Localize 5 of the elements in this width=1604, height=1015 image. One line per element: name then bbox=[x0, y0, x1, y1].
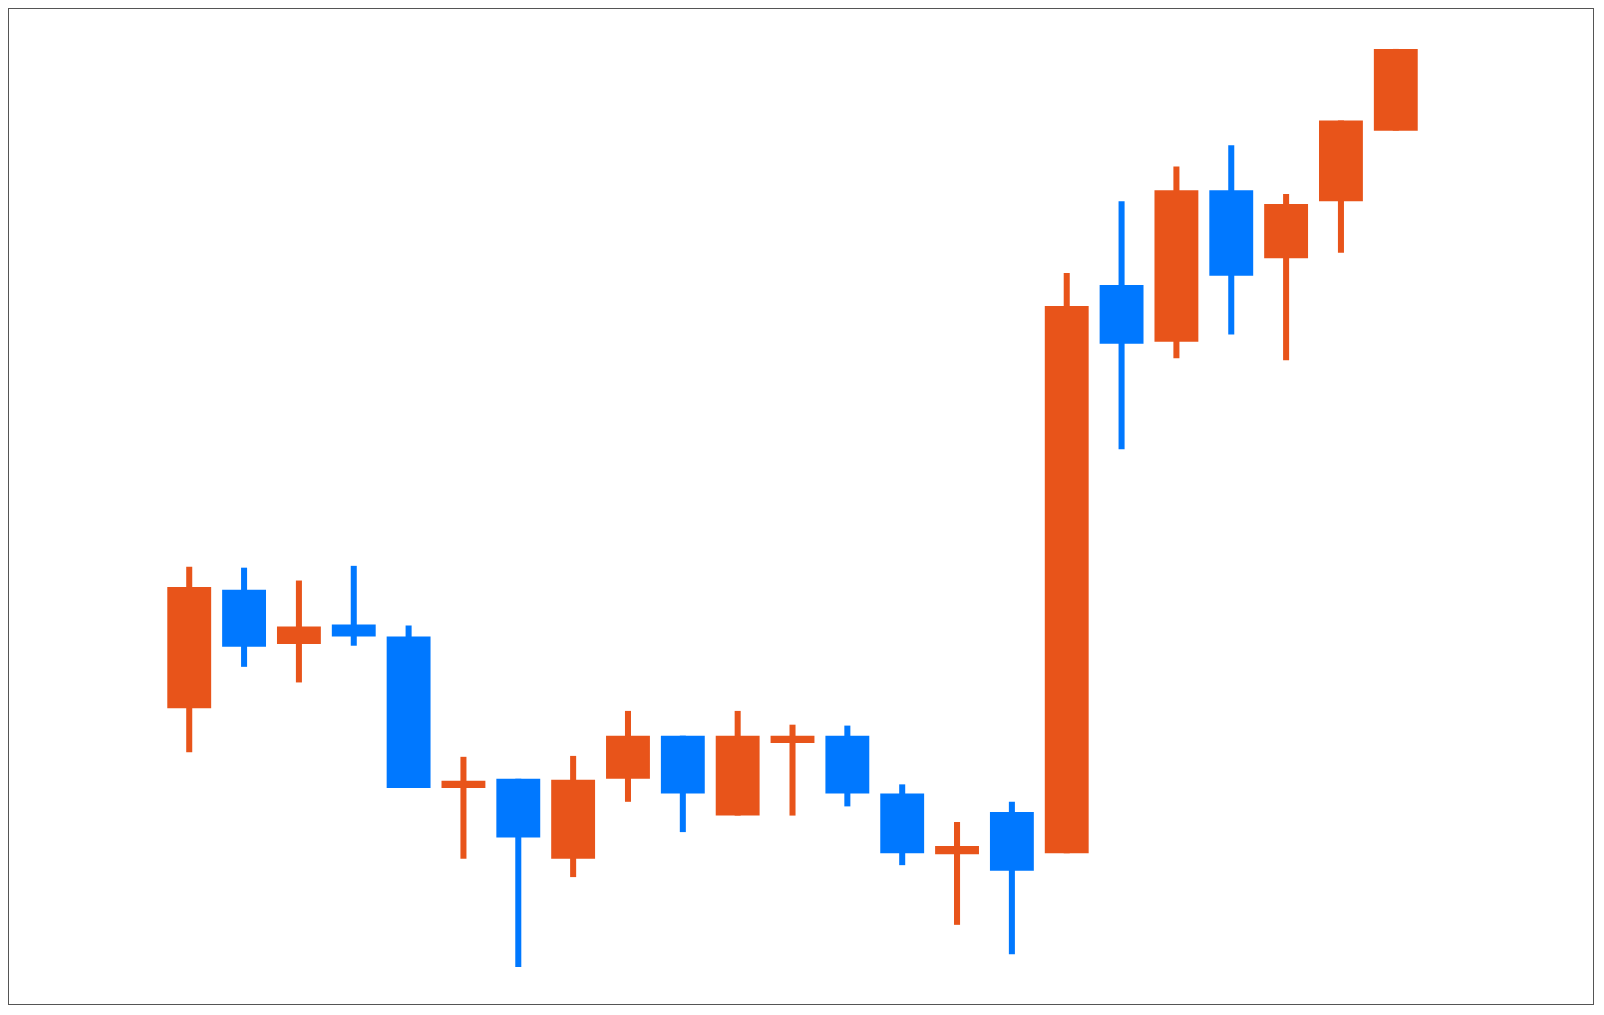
candlestick bbox=[276, 580, 321, 683]
candlestick bbox=[770, 724, 815, 816]
candlestick bbox=[935, 822, 979, 925]
candlestick bbox=[331, 565, 376, 646]
candlestick bbox=[441, 756, 486, 859]
